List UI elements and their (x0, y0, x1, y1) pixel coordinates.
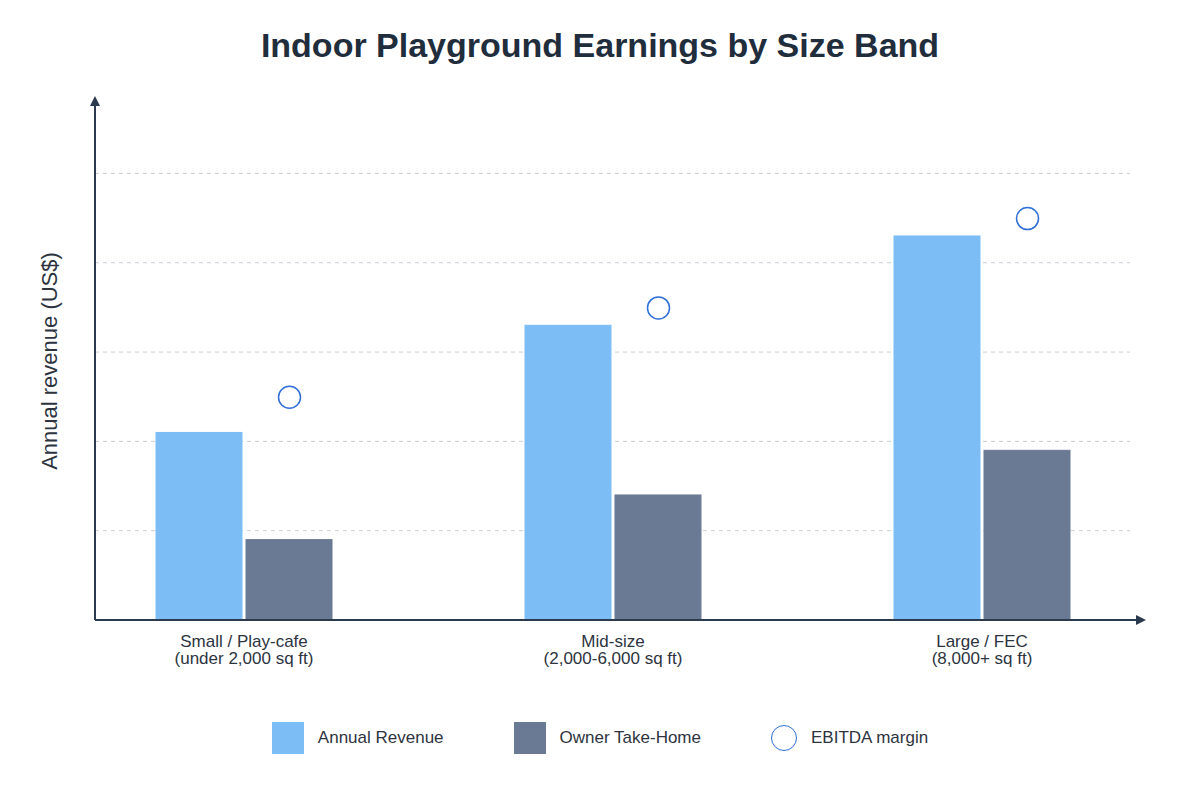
svg-text:Large / FEC(8,000+ sq ft): Large / FEC(8,000+ sq ft) (932, 632, 1033, 668)
html-text:Owner Take-Home: Owner Take-Home (559, 728, 701, 747)
html-text:Indoor Playground Earnings by: Indoor Playground Earnings by Size Band (260, 26, 940, 64)
svg-text:Small / Play-cafe(under 2,000: Small / Play-cafe(under 2,000 sq ft) (175, 632, 314, 668)
html-text:Annual Revenue: Annual Revenue (317, 728, 444, 747)
svg-text:Mid-size(2,000-6,000 sq ft): Mid-size(2,000-6,000 sq ft) (544, 632, 683, 668)
svg-text:Annual revenue (US$): Annual revenue (US$) (37, 252, 62, 470)
html-text:EBITDA margin: EBITDA margin (811, 728, 929, 747)
